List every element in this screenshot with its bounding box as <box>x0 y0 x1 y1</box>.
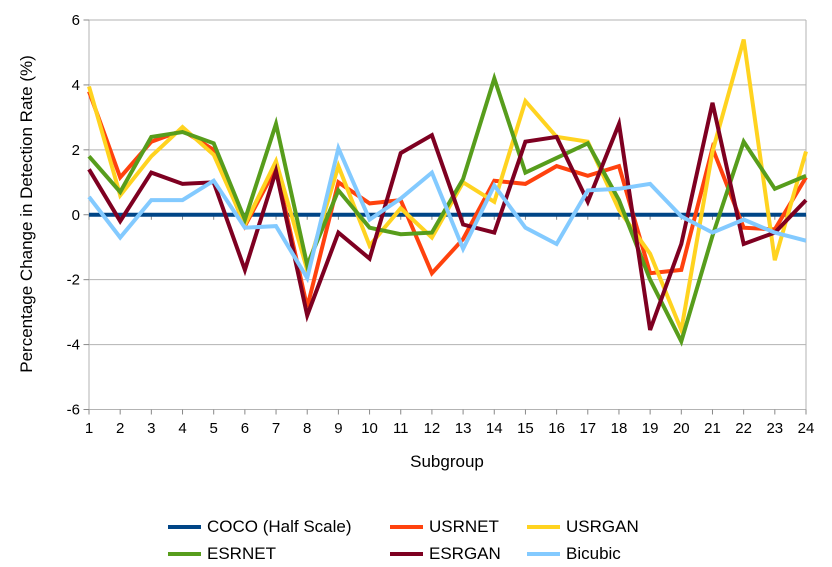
x-tick-label: 11 <box>393 420 409 437</box>
y-axis-title: Percentage Change in Detection Rate (%) <box>17 55 36 373</box>
y-tick-label: 4 <box>72 77 80 94</box>
x-tick-label: 20 <box>673 420 690 437</box>
x-tick-label: 24 <box>798 420 815 437</box>
x-axis-title: Subgroup <box>410 452 484 471</box>
x-tick-label: 10 <box>361 420 378 437</box>
y-tick-label: -2 <box>67 272 80 289</box>
x-tick-label: 1 <box>85 420 93 437</box>
x-tick-label: 6 <box>241 420 249 437</box>
y-tick-label: 6 <box>72 12 80 29</box>
x-tick-label: 18 <box>611 420 628 437</box>
x-tick-label: 4 <box>178 420 186 437</box>
y-tick-label: 0 <box>72 207 80 224</box>
x-tick-label: 12 <box>424 420 441 437</box>
x-tick-label: 14 <box>486 420 503 437</box>
y-tick-label: -4 <box>67 337 80 354</box>
y-tick-label: -6 <box>67 402 80 419</box>
x-tick-label: 13 <box>455 420 472 437</box>
x-tick-label: 17 <box>579 420 596 437</box>
x-tick-label: 15 <box>517 420 534 437</box>
x-tick-label: 23 <box>766 420 783 437</box>
x-tick-label: 5 <box>210 420 218 437</box>
series-line-usrnet <box>87 90 808 308</box>
x-tick-label: 16 <box>548 420 565 437</box>
x-tick-label: 22 <box>735 420 752 437</box>
x-tick-label: 3 <box>147 420 155 437</box>
x-tick-label: 8 <box>303 420 311 437</box>
series-line-bicubic <box>87 141 807 284</box>
y-tick-label: 2 <box>72 142 80 159</box>
x-tick-label: 9 <box>334 420 342 437</box>
x-tick-label: 19 <box>642 420 659 437</box>
x-tick-label: 7 <box>272 420 280 437</box>
x-tick-label: 2 <box>116 420 124 437</box>
x-tick-label: 21 <box>704 420 721 437</box>
